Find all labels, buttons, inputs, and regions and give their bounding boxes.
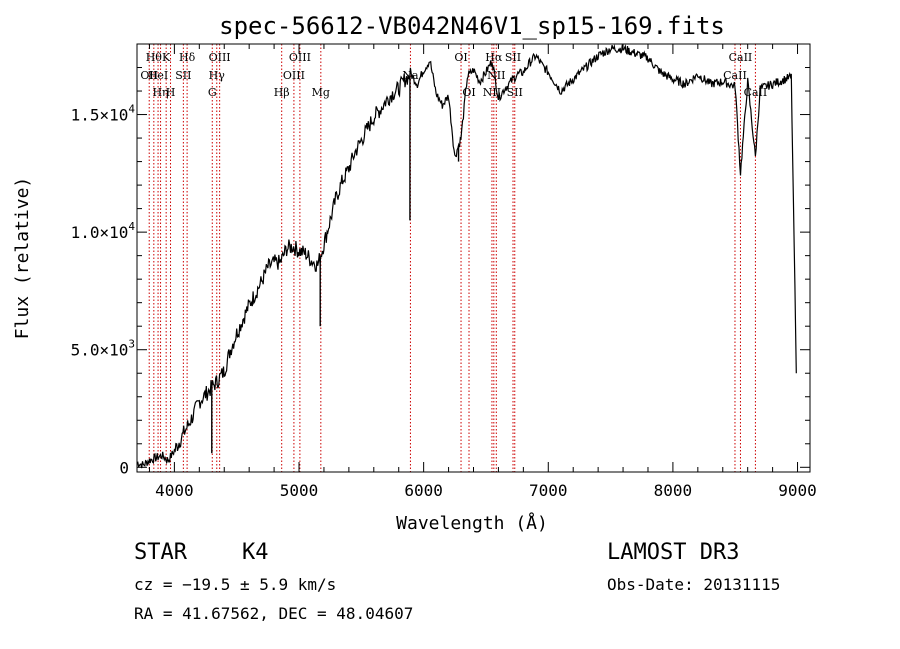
line-marker-label-2: HeI bbox=[148, 69, 168, 82]
coords-text: RA = 41.67562, DEC = 48.04607 bbox=[134, 604, 414, 623]
line-marker-label-20: NII bbox=[487, 69, 505, 82]
y-axis-label: Flux (relative) bbox=[12, 177, 33, 340]
y-tick-label-2: 1.0×104 bbox=[71, 220, 136, 242]
obs-date-text: Obs-Date: 20131115 bbox=[607, 575, 781, 594]
plot-frame bbox=[136, 43, 811, 473]
line-marker-label-24: CaII bbox=[729, 51, 753, 64]
y-axis-ticks: 0 5.0×103 1.0×104 1.5×104 bbox=[71, 67, 810, 477]
line-marker-label-16: OI bbox=[454, 51, 467, 64]
survey-label: LAMOST DR3 bbox=[607, 540, 740, 565]
line-marker-label-12: OIII bbox=[283, 69, 305, 82]
line-markers bbox=[148, 44, 756, 472]
line-marker-label-5: H bbox=[166, 86, 176, 99]
line-marker-label-23: CaII bbox=[723, 69, 747, 82]
spectrum-series-line bbox=[136, 43, 797, 469]
x-tick-label-3: 7000 bbox=[529, 481, 568, 500]
x-tick-label-0: 4000 bbox=[155, 481, 194, 500]
x-tick-label-4: 8000 bbox=[654, 481, 693, 500]
redshift-text: cz = −19.5 ± 5.9 km/s bbox=[134, 575, 337, 594]
class-label: STAR bbox=[134, 540, 187, 565]
line-marker-label-0: OII bbox=[140, 69, 158, 82]
chart-title: spec-56612-VB042N46V1_sp15-169.fits bbox=[219, 12, 725, 40]
subclass-label: K4 bbox=[242, 540, 269, 565]
line-marker-label-21: SII bbox=[505, 51, 521, 64]
x-tick-label-1: 5000 bbox=[280, 481, 319, 500]
line-marker-label-8: G bbox=[208, 86, 217, 99]
x-axis-label: Wavelength (Å) bbox=[396, 512, 548, 534]
x-tick-label-5: 9000 bbox=[778, 481, 817, 500]
line-marker-labels: OIIHθHeIHηKHSIIHδGHγOIIIHβOIIIOIIIMgNaOI… bbox=[140, 51, 767, 99]
y-tick-label-0: 0 bbox=[119, 458, 129, 477]
line-marker-label-10: OIII bbox=[209, 51, 231, 64]
line-marker-label-9: Hγ bbox=[209, 69, 226, 82]
line-marker-label-13: OIII bbox=[289, 51, 311, 64]
absorption-dips bbox=[211, 75, 460, 454]
line-marker-label-19: Hα bbox=[485, 51, 503, 64]
line-marker-label-1: Hθ bbox=[146, 51, 163, 64]
line-marker-label-4: K bbox=[162, 51, 171, 64]
line-marker-label-6: SII bbox=[175, 69, 191, 82]
x-tick-label-2: 6000 bbox=[404, 481, 443, 500]
y-tick-label-1: 5.0×103 bbox=[71, 338, 135, 360]
line-marker-label-3: Hη bbox=[152, 86, 168, 99]
y-tick-label-3: 1.5×104 bbox=[71, 103, 136, 125]
line-marker-label-7: Hδ bbox=[179, 51, 196, 64]
x-axis-ticks: 4000 5000 6000 7000 8000 9000 bbox=[148, 44, 817, 500]
line-marker-label-11: Hβ bbox=[274, 86, 290, 99]
line-marker-label-22: SII bbox=[507, 86, 523, 99]
line-marker-label-14: Mg bbox=[312, 86, 330, 99]
